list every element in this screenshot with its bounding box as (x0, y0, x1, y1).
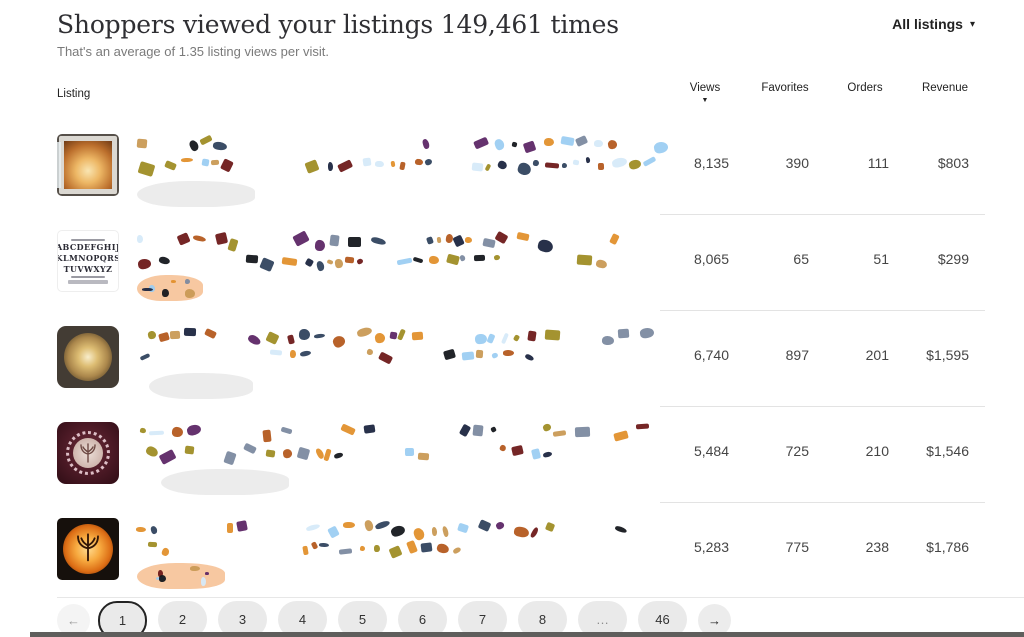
row-stats: 5,283 775 238 $1,786 (665, 518, 985, 555)
favorites-value: 897 (785, 347, 809, 363)
pagination-page-6[interactable]: 6 (398, 601, 447, 637)
revenue-value: $1,546 (926, 443, 969, 459)
column-header-orders[interactable]: Orders (847, 82, 883, 94)
page-title: Shoppers viewed your listings 149,461 ti… (57, 10, 619, 39)
page-header: Shoppers viewed your listings 149,461 ti… (57, 10, 619, 59)
column-header-revenue[interactable]: Revenue (921, 82, 969, 94)
pagination-page-7[interactable]: 7 (458, 601, 507, 637)
listing-thumbnail-orange-tree-box[interactable] (57, 518, 119, 580)
pagination-page-5[interactable]: 5 (338, 601, 387, 637)
views-value: 6,740 (693, 347, 729, 363)
sort-desc-icon: ▼ (701, 97, 709, 104)
revenue-value: $1,786 (926, 539, 969, 555)
listing-thumbnail-maroon-tree[interactable] (57, 422, 119, 484)
views-value: 8,065 (693, 251, 729, 267)
table-row: 8,135 390 111 $803 (57, 119, 985, 215)
orders-value: 51 (873, 251, 889, 267)
listing-thumbnail-gold-sparkle[interactable] (57, 326, 119, 388)
orders-value: 210 (865, 443, 889, 459)
all-listings-dropdown-label: All listings (892, 16, 963, 32)
pagination-page-46[interactable]: 46 (638, 601, 687, 637)
pagination-page-4[interactable]: 4 (278, 601, 327, 637)
pagination-page-8[interactable]: 8 (518, 601, 567, 637)
chevron-down-icon: ▾ (969, 18, 975, 30)
row-stats: 6,740 897 201 $1,595 (665, 326, 985, 363)
pagination-page-1[interactable]: 1 (98, 601, 147, 637)
row-divider (660, 502, 985, 503)
column-header-listing: Listing (57, 88, 91, 100)
column-header-favorites[interactable]: Favorites (761, 82, 809, 94)
row-divider (660, 214, 985, 215)
pagination-page-3[interactable]: 3 (218, 601, 267, 637)
font-preview-line3: TUVWXYZ (63, 263, 113, 274)
table-row: 6,740 897 201 $1,595 (57, 311, 985, 407)
pagination-ellipsis[interactable]: … (578, 601, 627, 637)
orders-value: 238 (865, 539, 889, 555)
pagination: ← 1 2 3 4 5 6 7 8 … 46 → (57, 597, 1024, 637)
favorites-value: 775 (785, 539, 809, 555)
revenue-value: $803 (937, 155, 969, 171)
row-stats: 5,484 725 210 $1,546 (665, 422, 985, 459)
table-row: 5,484 725 210 $1,546 (57, 407, 985, 503)
revenue-value: $1,595 (926, 347, 969, 363)
row-divider (660, 310, 985, 311)
table-row: 5,283 775 238 $1,786 (57, 503, 985, 599)
tree-of-life-icon (77, 533, 99, 562)
pagination-next-button[interactable]: → (698, 604, 731, 637)
table-header: Listing Views ▼ Favorites Orders Revenue (57, 82, 985, 116)
row-stats: 8,135 390 111 $803 (665, 134, 985, 171)
listing-thumbnail-font-preview[interactable]: ABCDEFGHIJ KLMNOPQRS TUVWXYZ (57, 230, 119, 292)
pagination-pages: 1 2 3 4 5 6 7 8 … 46 (98, 601, 698, 637)
favorites-value: 65 (793, 251, 809, 267)
pagination-prev-button[interactable]: ← (57, 604, 90, 637)
orders-value: 111 (867, 155, 889, 171)
row-divider (660, 406, 985, 407)
revenue-value: $299 (937, 251, 969, 267)
page-subtitle: That's an average of 1.35 listing views … (57, 44, 330, 59)
column-header-views[interactable]: Views ▼ (665, 82, 745, 104)
all-listings-dropdown[interactable]: All listings ▾ (892, 16, 975, 32)
row-stats: 8,065 65 51 $299 (665, 230, 985, 267)
favorites-value: 725 (785, 443, 809, 459)
stats-column-headers: Views ▼ Favorites Orders Revenue (665, 82, 985, 104)
listing-thumbnail-lighted-shadow-box[interactable] (57, 134, 119, 196)
pagination-page-2[interactable]: 2 (158, 601, 207, 637)
listing-table-body: 8,135 390 111 $803 ABCDEFGHIJ KLMNOPQRS … (57, 119, 985, 599)
font-preview-line1: ABCDEFGHIJ (57, 241, 119, 252)
views-value: 5,283 (693, 539, 729, 555)
font-preview-line2: KLMNOPQRS (57, 252, 119, 263)
views-value: 5,484 (693, 443, 729, 459)
bottom-bar (30, 632, 1024, 637)
table-row: ABCDEFGHIJ KLMNOPQRS TUVWXYZ 8,065 65 51… (57, 215, 985, 311)
orders-value: 201 (865, 347, 889, 363)
favorites-value: 390 (785, 155, 809, 171)
tree-of-life-icon (80, 443, 96, 463)
views-value: 8,135 (693, 155, 729, 171)
